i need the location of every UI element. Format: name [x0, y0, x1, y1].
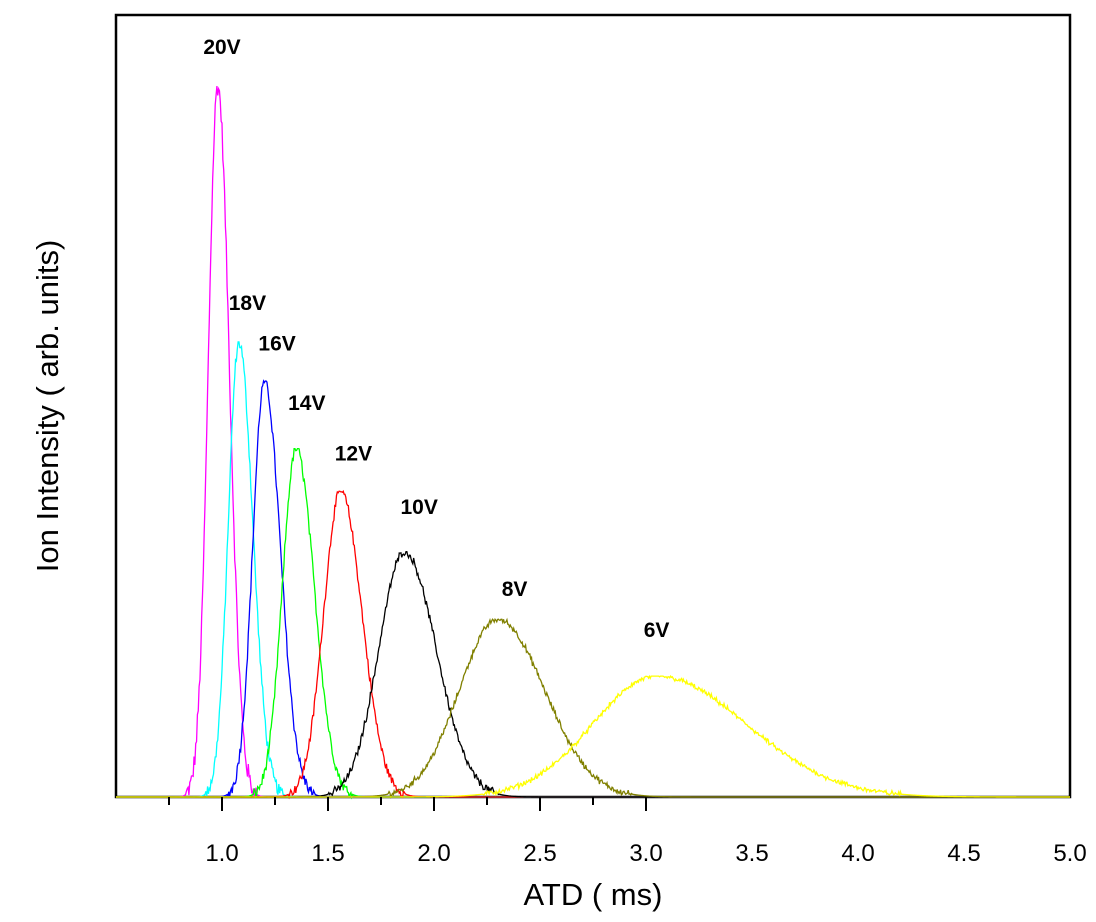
x-tick-label: 4.5	[947, 840, 980, 867]
series-label-12v: 12V	[335, 443, 372, 466]
series-label-20v: 20V	[203, 36, 240, 59]
x-axis-title: ATD ( ms)	[524, 877, 663, 912]
y-axis-title: Ion Intensity ( arb. units)	[30, 240, 65, 573]
x-tick-label: 1.5	[311, 840, 344, 867]
series-label-16v: 16V	[258, 332, 295, 355]
x-tick-label: 4.0	[841, 840, 874, 867]
series-label-18v: 18V	[229, 292, 266, 315]
series-label-10v: 10V	[400, 496, 437, 519]
series-label-8v: 8V	[502, 578, 528, 601]
x-axis-ticks: 1.0 1.5 2.0 2.5 3.0 3.5 4.0 4.5 5.0	[168, 797, 1087, 867]
x-tick-label: 3.5	[735, 840, 768, 867]
x-tick-label: 1.0	[205, 840, 238, 867]
x-tick-label: 3.0	[629, 840, 662, 867]
series-label-14v: 14V	[288, 392, 325, 415]
x-tick-label: 2.0	[417, 840, 450, 867]
series-label-6v: 6V	[644, 619, 670, 642]
plot-frame	[114, 13, 1072, 799]
x-tick-label: 5.0	[1053, 840, 1086, 867]
x-tick-label: 2.5	[523, 840, 556, 867]
curve-labels-layer: 20V 18V 16V 14V 12V 10V 8V 6V	[203, 36, 669, 642]
